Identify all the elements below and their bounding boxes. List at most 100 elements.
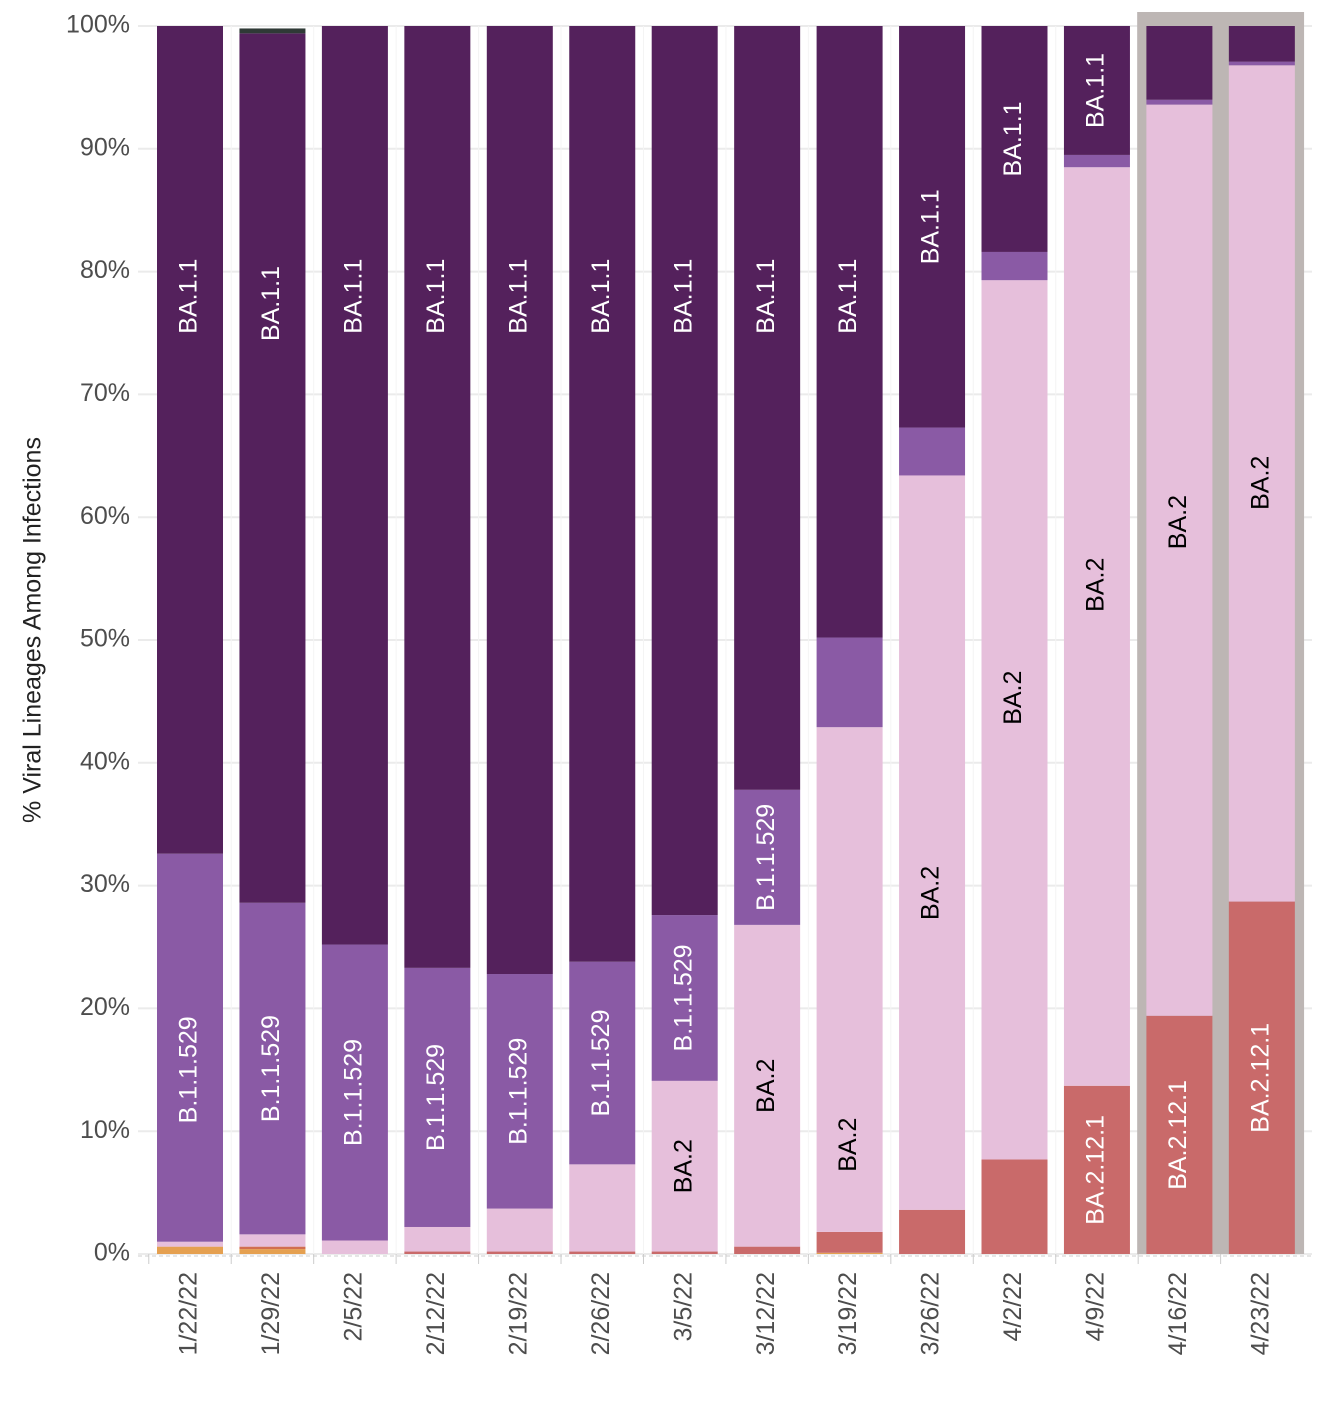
segment-label: BA.1.1 bbox=[669, 259, 697, 334]
bar-segment bbox=[734, 26, 801, 790]
y-tick-label: 40% bbox=[80, 747, 130, 775]
segment-label: BA.1.1 bbox=[175, 259, 203, 334]
y-tick-label: 10% bbox=[80, 1116, 130, 1144]
segment-label: BA.2 bbox=[917, 866, 945, 920]
bar-segment bbox=[981, 280, 1048, 1160]
bar-segment bbox=[486, 26, 553, 975]
segment-label: BA.1.1 bbox=[340, 259, 368, 334]
bar-segment bbox=[569, 961, 636, 1165]
bar-segment bbox=[404, 1226, 471, 1252]
bar-segment bbox=[569, 1164, 636, 1252]
bar-segment bbox=[321, 1240, 388, 1254]
bar-segment bbox=[899, 475, 966, 1210]
bar-segment bbox=[1146, 1015, 1213, 1254]
segment-label: BA.1.1 bbox=[1082, 53, 1110, 128]
bar-segment bbox=[981, 26, 1048, 252]
y-tick-label: 80% bbox=[80, 256, 130, 284]
bar-segment bbox=[404, 26, 471, 968]
x-tick-label: 3/12/22 bbox=[752, 1272, 780, 1355]
bar-segment bbox=[486, 1208, 553, 1252]
y-tick-label: 20% bbox=[80, 993, 130, 1021]
segment-label: BA.2 bbox=[1246, 456, 1274, 510]
segment-label: BA.2 bbox=[1164, 495, 1192, 549]
bar-segment bbox=[1228, 901, 1295, 1254]
segment-label: B.1.1.529 bbox=[257, 1015, 285, 1122]
bar-segment bbox=[404, 1251, 471, 1254]
bar-segment bbox=[899, 427, 966, 476]
y-axis: 0% 10% 20% 30% 40% 50% 60% 70% 80% 90% 100% bbox=[66, 11, 130, 1267]
x-tick-label: 2/19/22 bbox=[504, 1272, 532, 1355]
x-tick-label: 2/12/22 bbox=[422, 1272, 450, 1355]
bar-segment bbox=[1146, 26, 1213, 100]
bar-segment bbox=[157, 1246, 223, 1254]
bar-segment bbox=[816, 1252, 883, 1254]
bar-segment bbox=[816, 727, 883, 1232]
segment-label: BA.1.1 bbox=[834, 259, 862, 334]
bar-segment bbox=[1228, 26, 1295, 62]
bar-segment bbox=[239, 1249, 306, 1254]
segment-label: BA.2 bbox=[669, 1139, 697, 1193]
segment-label: BA.1.1 bbox=[504, 259, 532, 334]
segment-label: BA.2.12.1 bbox=[1082, 1115, 1110, 1225]
x-tick-label: 4/9/22 bbox=[1082, 1272, 1110, 1342]
bar-segment bbox=[1063, 26, 1130, 155]
bar-segment bbox=[734, 789, 801, 925]
y-tick-label: 100% bbox=[66, 11, 130, 39]
bar-segment bbox=[734, 1246, 801, 1254]
segment-label: B.1.1.529 bbox=[669, 944, 697, 1051]
segment-label: BA.1.1 bbox=[999, 101, 1027, 176]
bar-segment bbox=[239, 28, 306, 34]
segment-label: BA.2 bbox=[1082, 558, 1110, 612]
x-tick-label: 1/29/22 bbox=[257, 1272, 285, 1355]
x-tick-label: 4/16/22 bbox=[1164, 1272, 1192, 1355]
bar-segment bbox=[651, 915, 718, 1081]
segment-label: BA.2.12.1 bbox=[1246, 1023, 1274, 1133]
bar-segment bbox=[239, 33, 306, 903]
y-tick-label: 50% bbox=[80, 625, 130, 653]
bar-segment bbox=[1063, 154, 1130, 168]
y-tick-label: 60% bbox=[80, 502, 130, 530]
bar-segment bbox=[899, 26, 966, 428]
x-tick-label: 2/26/22 bbox=[587, 1272, 615, 1355]
bar-segment bbox=[651, 26, 718, 916]
bar-segment bbox=[734, 924, 801, 1247]
x-tick-label: 4/23/22 bbox=[1246, 1272, 1274, 1355]
segment-label: BA.1.1 bbox=[752, 259, 780, 334]
bar-segment bbox=[486, 1251, 553, 1254]
bar-segment bbox=[239, 902, 306, 1235]
bar-segment bbox=[157, 853, 223, 1242]
x-tick-label: 3/19/22 bbox=[834, 1272, 862, 1355]
segment-label: B.1.1.529 bbox=[504, 1038, 532, 1145]
y-tick-label: 30% bbox=[80, 870, 130, 898]
grid-lines bbox=[138, 25, 1312, 1255]
bar-segment bbox=[569, 26, 636, 962]
y-tick-label: 90% bbox=[80, 133, 130, 161]
segment-label: BA.1.1 bbox=[587, 259, 615, 334]
bar-segment bbox=[981, 1159, 1048, 1254]
bar-segment bbox=[899, 1209, 966, 1254]
segment-label: BA.1.1 bbox=[422, 259, 450, 334]
bar-segment bbox=[321, 944, 388, 1241]
y-tick-label: 70% bbox=[80, 379, 130, 407]
bar-segment bbox=[1146, 99, 1213, 105]
segment-label: B.1.1.529 bbox=[175, 1016, 203, 1123]
bar-segment bbox=[157, 26, 223, 854]
bar-segment bbox=[1146, 104, 1213, 1016]
segment-label: B.1.1.529 bbox=[752, 804, 780, 911]
x-axis: 1/22/22 1/29/22 2/5/22 2/12/22 2/19/22 2/26/2… bbox=[138, 1254, 1312, 1355]
bar-segment bbox=[1228, 61, 1295, 66]
bar-segment bbox=[404, 967, 471, 1227]
bar-segment bbox=[1063, 1085, 1130, 1254]
segment-label: B.1.1.529 bbox=[587, 1010, 615, 1117]
bar-segment bbox=[157, 1241, 223, 1247]
bar-segment bbox=[239, 1246, 306, 1250]
y-tick-label: 0% bbox=[94, 1239, 130, 1267]
segment-label: BA.2 bbox=[752, 1059, 780, 1113]
bar-segment bbox=[1063, 167, 1130, 1086]
bar-segment bbox=[816, 1231, 883, 1253]
bar-segment bbox=[569, 1251, 636, 1254]
segment-label: BA.2.12.1 bbox=[1164, 1080, 1192, 1190]
bar-segment bbox=[239, 1234, 306, 1247]
